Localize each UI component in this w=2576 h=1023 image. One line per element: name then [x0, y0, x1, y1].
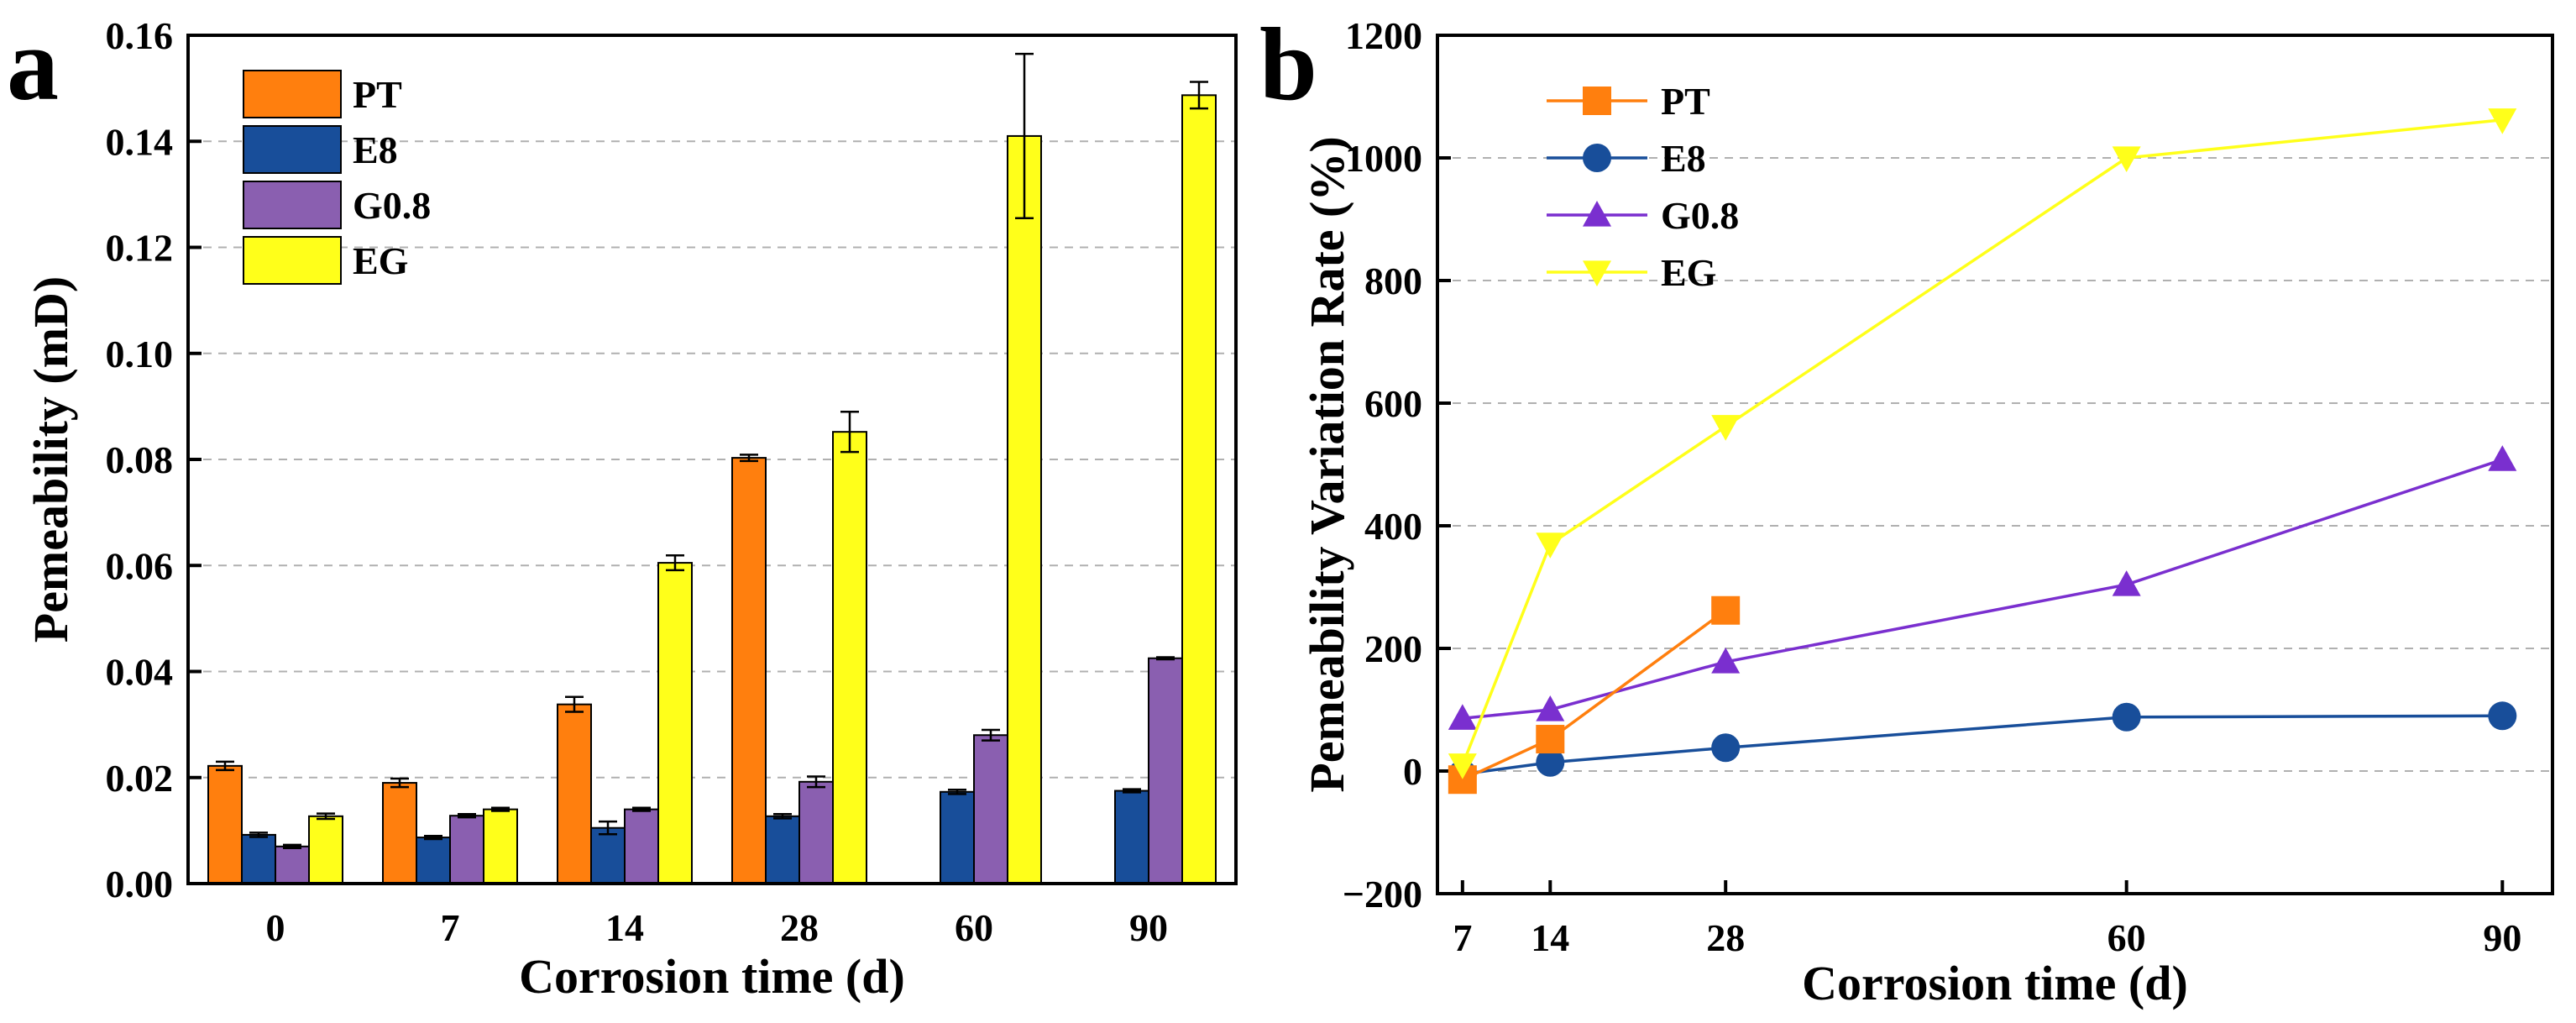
point-pt-28: [1711, 595, 1741, 625]
bar-eg-90: [1181, 94, 1217, 885]
x-tick-label: 7: [1453, 916, 1472, 959]
plot-frame: [186, 34, 1238, 885]
y-tick-label: 0.12: [106, 227, 174, 270]
point-e8-60: [2112, 702, 2141, 732]
y-tick-label: 800: [1364, 260, 1422, 302]
bar-pt-14: [557, 703, 592, 885]
panel-a-label: a: [7, 7, 59, 122]
plot-frame: [1436, 34, 2554, 895]
series-line-pt: [1462, 609, 1727, 781]
bar-eg-60: [1007, 134, 1042, 884]
y-tick-label: 1000: [1345, 137, 1422, 180]
bar-eg-14: [657, 562, 693, 884]
legend-label-e8: E8: [353, 129, 398, 171]
bar-e8-28: [765, 815, 800, 884]
bar-g0-8-28: [798, 780, 834, 884]
legend-marker-e8: [1583, 144, 1611, 172]
point-pt-14: [1536, 725, 1565, 754]
y-axis-label: Pemeability Variation Rate (%): [1300, 136, 1354, 792]
legend-swatch-g0-8: [243, 181, 342, 229]
x-tick-label: 60: [955, 906, 993, 949]
x-tick-label: 7: [441, 906, 460, 949]
y-tick-label: −200: [1343, 873, 1422, 915]
bar-e8-7: [416, 837, 451, 884]
legend-swatch-eg: [243, 236, 342, 285]
legend-label-g0-8: G0.8: [353, 184, 431, 227]
bar-g0-8-14: [624, 808, 659, 884]
legend-swatch-e8: [243, 125, 342, 174]
panel-b-label: b: [1259, 7, 1317, 122]
legend-label-eg: EG: [353, 239, 408, 282]
point-eg-60: [2112, 146, 2141, 172]
x-tick-label: 90: [2483, 916, 2521, 959]
x-tick-label: 14: [605, 906, 644, 949]
legend-label-g0-8: G0.8: [1661, 194, 1739, 237]
series-line-eg: [1461, 118, 2503, 766]
point-eg-28: [1711, 415, 1741, 441]
series-line-e8: [1462, 714, 2503, 776]
point-g0-8-28: [1711, 648, 1741, 674]
bar-eg-0: [308, 815, 343, 884]
legend-label-eg: EG: [1661, 251, 1716, 294]
x-tick-label: 0: [266, 906, 285, 949]
y-tick-label: 0.00: [106, 863, 174, 905]
y-tick-label: 0.08: [106, 438, 174, 481]
point-g0-8-60: [2112, 570, 2141, 596]
bar-g0-8-60: [973, 734, 1008, 884]
x-axis-label: Corrosion time (d): [1802, 956, 2188, 1010]
y-tick-label: 0: [1403, 750, 1422, 793]
point-g0-8-90: [2488, 445, 2517, 471]
legend-marker-eg: [1583, 260, 1611, 286]
bar-e8-90: [1114, 790, 1149, 884]
y-tick-label: 0.04: [106, 651, 174, 694]
x-tick-label: 14: [1531, 916, 1569, 959]
legend-label-pt: PT: [353, 73, 402, 116]
y-tick-label: 0.06: [106, 544, 174, 587]
x-tick-label: 60: [2107, 916, 2146, 959]
point-g0-8-14: [1536, 695, 1565, 721]
x-tick-label: 28: [1706, 916, 1745, 959]
x-tick-label: 28: [780, 906, 819, 949]
y-axis-label: Pemeability (mD): [24, 276, 78, 643]
bar-g0-8-0: [275, 845, 310, 884]
x-axis-label: Corrosion time (d): [519, 949, 905, 1004]
legend-label-e8: E8: [1661, 137, 1706, 180]
y-tick-label: 0.02: [106, 757, 174, 800]
legend-marker-g0-8: [1583, 201, 1611, 227]
legend-label-pt: PT: [1661, 80, 1710, 123]
y-tick-label: 200: [1364, 627, 1422, 670]
y-tick-label: 0.10: [106, 333, 174, 375]
point-eg-14: [1536, 532, 1565, 559]
bar-pt-0: [207, 764, 243, 884]
point-eg-7: [1448, 753, 1477, 779]
legend-marker-pt: [1583, 87, 1611, 115]
panel-b-line-chart: b −200 0 200 400 600 800 1000 1200 7 14 28 60 90 Corr…: [1259, 7, 2554, 1010]
point-e8-90: [2488, 701, 2517, 731]
point-eg-90: [2488, 108, 2517, 134]
y-tick-label: 600: [1364, 382, 1422, 425]
bar-g0-8-7: [449, 815, 484, 885]
bar-eg-28: [832, 431, 867, 884]
bar-pt-7: [382, 782, 417, 884]
bar-eg-7: [483, 808, 518, 884]
bar-e8-60: [940, 790, 975, 885]
bar-e8-14: [590, 826, 626, 884]
bar-pt-28: [731, 457, 767, 884]
point-e8-14: [1536, 748, 1565, 777]
y-tick-label: 0.16: [106, 14, 174, 57]
y-tick-label: 1200: [1345, 14, 1422, 57]
y-tick-label: 400: [1364, 505, 1422, 548]
bar-g0-8-90: [1148, 657, 1183, 884]
y-tick-label: 0.14: [106, 120, 174, 163]
panel-a-bar-chart: a 0.00 0.02 0.04 0.06 0.08 0.10 0.12 0.14 0.16 0 7…: [7, 7, 1238, 1004]
legend-swatch-pt: [243, 70, 342, 118]
point-g0-8-7: [1448, 704, 1477, 730]
bar-e8-0: [241, 833, 276, 884]
x-tick-label: 90: [1129, 906, 1168, 949]
point-e8-28: [1711, 733, 1741, 763]
